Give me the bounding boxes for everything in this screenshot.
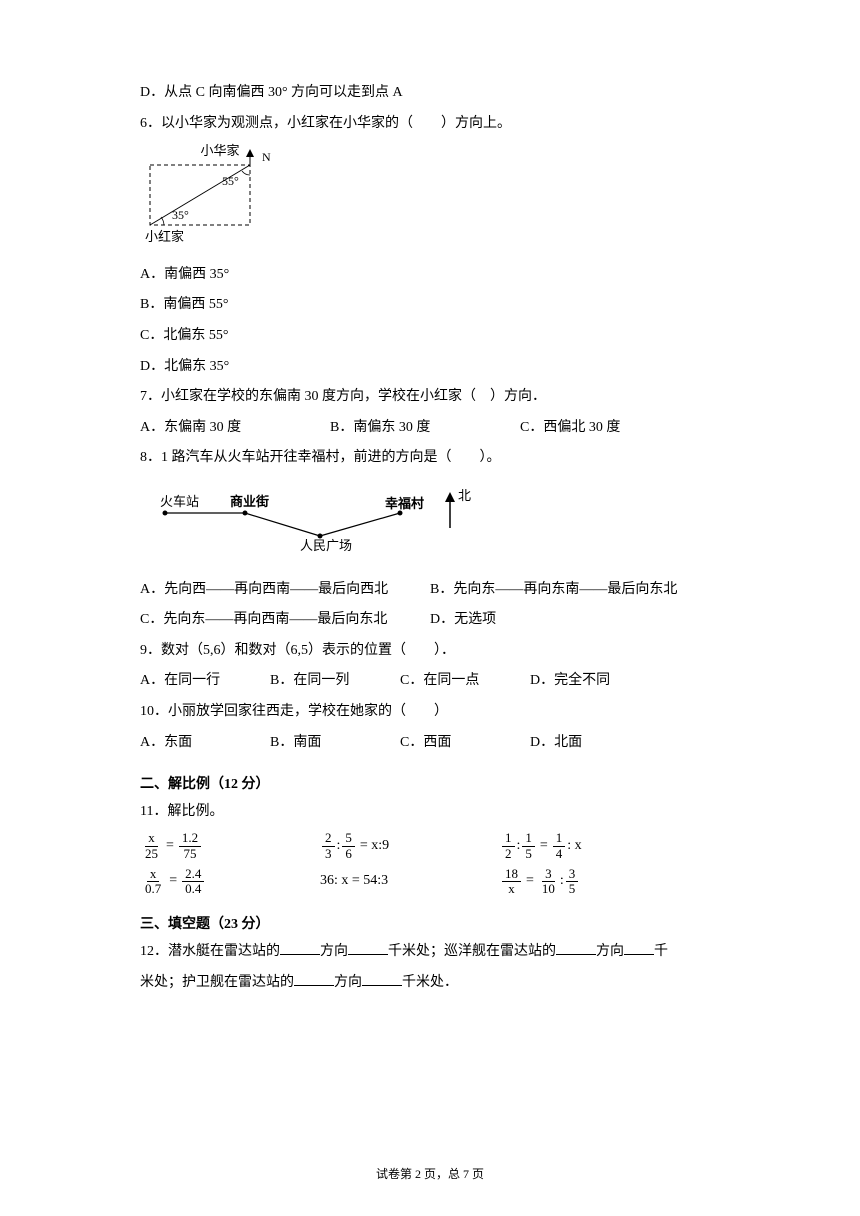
q8-diagram: 火车站 商业街 幸福村 人民广场 北 (140, 478, 720, 569)
q7-stem: 7．小红家在学校的东偏南 30 度方向，学校在小红家（ ）方向． (140, 384, 720, 411)
q6-option-c: C．北偏东 55° (140, 323, 720, 350)
q6-label-bottom: 小红家 (145, 229, 184, 243)
q12-line1: 12．潜水艇在雷达站的方向千米处；巡洋舰在雷达站的方向千 (140, 939, 720, 966)
q12-line2: 米处；护卫舰在雷达站的方向千米处． (140, 970, 720, 997)
q5-option-d: D．从点 C 向南偏西 30° 方向可以走到点 A (140, 80, 720, 107)
q8-options-row2: C．先向东——再向西南——最后向东北 D．无选项 (140, 607, 720, 634)
q11-stem: 11．解比例。 (140, 799, 720, 826)
q11-r2c3: 18x = 310 : 35 (500, 867, 680, 897)
q10-options: A．东面 B．南面 C．西面 D．北面 (140, 730, 720, 757)
q8-option-d: D．无选项 (430, 607, 496, 634)
q9-stem: 9．数对（5,6）和数对（6,5）表示的位置（ ）． (140, 638, 720, 665)
q9-option-d: D．完全不同 (530, 668, 610, 695)
q6-angle2: 35° (172, 208, 189, 222)
q11-r1c1: x25 = 1.275 (140, 831, 320, 861)
q11-r2c1: x0.7 = 2.40.4 (140, 867, 320, 897)
q11-row1: x25 = 1.275 23 : 56 = x:9 12 : 15 = 14 :… (140, 831, 720, 861)
q11-r1c3: 12 : 15 = 14 : x (500, 831, 680, 861)
q10-option-b: B．南面 (270, 730, 400, 757)
q6-north-label: N (262, 150, 271, 164)
q9-option-b: B．在同一列 (270, 668, 400, 695)
q8-options-row1: A．先向西——再向西南——最后向西北 B．先向东——再向东南——最后向东北 (140, 577, 720, 604)
q11-r1c2: 23 : 56 = x:9 (320, 831, 500, 861)
q6-label-top: 小华家 (200, 143, 239, 158)
q9-option-c: C．在同一点 (400, 668, 530, 695)
q9-options: A．在同一行 B．在同一列 C．在同一点 D．完全不同 (140, 668, 720, 695)
section2-title: 二、解比例（12 分） (140, 772, 720, 799)
svg-text:人民广场: 人民广场 (300, 538, 352, 553)
q8-stem: 8．1 路汽车从火车站开往幸福村，前进的方向是（ ）。 (140, 445, 720, 472)
q8-option-c: C．先向东——再向西南——最后向东北 (140, 607, 430, 634)
q6-stem: 6．以小华家为观测点，小红家在小华家的（ ）方向上。 (140, 111, 720, 138)
q6-option-d: D．北偏东 35° (140, 354, 720, 381)
q8-option-a: A．先向西——再向西南——最后向西北 (140, 577, 430, 604)
q6-diagram: 小华家 N 55° 35° 小红家 (140, 143, 720, 254)
q6-angle1: 55° (222, 174, 239, 188)
q6-option-a: A．南偏西 35° (140, 262, 720, 289)
q8-option-b: B．先向东——再向东南——最后向东北 (430, 577, 677, 604)
q10-stem: 10．小丽放学回家往西走，学校在她家的（ ） (140, 699, 720, 726)
svg-text:商业街: 商业街 (230, 494, 269, 509)
q9-option-a: A．在同一行 (140, 668, 270, 695)
page-footer: 试卷第 2 页，总 7 页 (0, 1163, 860, 1186)
q7-option-a: A．东偏南 30 度 (140, 415, 330, 442)
section3-title: 三、填空题（23 分） (140, 912, 720, 939)
q6-option-b: B．南偏西 55° (140, 292, 720, 319)
q10-option-c: C．西面 (400, 730, 530, 757)
q10-option-a: A．东面 (140, 730, 270, 757)
svg-text:幸福村: 幸福村 (385, 496, 424, 511)
q10-option-d: D．北面 (530, 730, 582, 757)
q7-option-c: C．西偏北 30 度 (520, 415, 620, 442)
q11-row2: x0.7 = 2.40.4 36: x = 54:3 18x = 310 : 3… (140, 867, 720, 897)
q7-option-b: B．南偏东 30 度 (330, 415, 520, 442)
svg-text:火车站: 火车站 (160, 494, 199, 509)
q7-options: A．东偏南 30 度 B．南偏东 30 度 C．西偏北 30 度 (140, 415, 720, 442)
svg-text:北: 北 (458, 488, 471, 503)
q11-r2c2: 36: x = 54:3 (320, 867, 500, 897)
